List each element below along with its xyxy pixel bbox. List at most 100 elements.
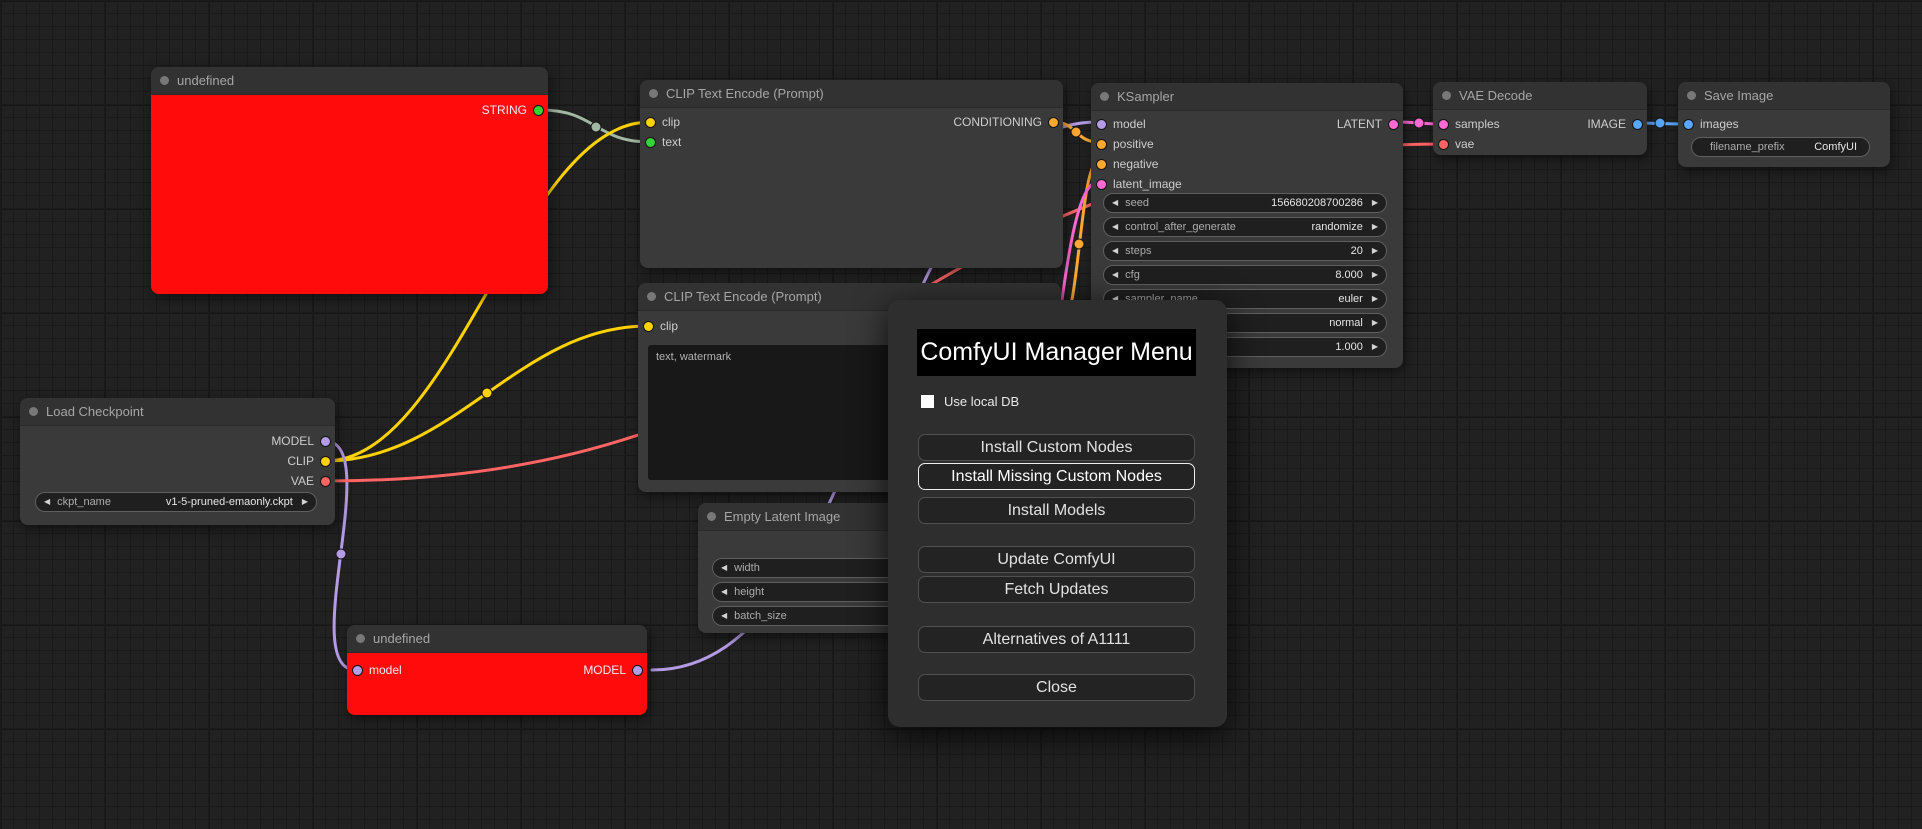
vae-port-dot[interactable]	[1438, 138, 1449, 150]
input-text[interactable]: text	[645, 134, 681, 150]
clip-port-dot[interactable]	[320, 455, 331, 467]
seed-widget[interactable]: ◀ seed 156680208700286 ▶	[1103, 193, 1387, 213]
clip-port-dot[interactable]	[643, 320, 654, 332]
input-model[interactable]: model	[352, 662, 402, 678]
decrement-arrow-icon[interactable]: ◀	[44, 497, 51, 506]
input-positive[interactable]: positive	[1096, 136, 1154, 152]
node-header[interactable]: undefined	[347, 625, 647, 653]
output-clip[interactable]: CLIP	[287, 453, 331, 469]
close-button[interactable]: Close	[918, 674, 1195, 701]
latent-port-dot[interactable]	[1096, 178, 1107, 190]
input-model[interactable]: model	[1096, 116, 1146, 132]
input-images[interactable]: images	[1683, 116, 1739, 132]
input-samples[interactable]: samples	[1438, 116, 1500, 132]
node-collapse-dot[interactable]	[29, 407, 38, 416]
ckpt-name-widget[interactable]: ◀ ckpt_name v1-5-pruned-emaonly.ckpt ▶	[35, 492, 317, 512]
output-model[interactable]: MODEL	[583, 662, 643, 678]
node-collapse-dot[interactable]	[160, 76, 169, 85]
node-header[interactable]: Save Image	[1678, 82, 1890, 110]
output-conditioning[interactable]: CONDITIONING	[953, 114, 1059, 130]
input-vae[interactable]: vae	[1438, 136, 1474, 152]
node-collapse-dot[interactable]	[647, 292, 656, 301]
increment-arrow-icon[interactable]: ▶	[301, 497, 308, 506]
node-vae-decode[interactable]: VAE Decode samples vae IMAGE	[1433, 82, 1647, 155]
node-undefined-top[interactable]: undefined STRING	[151, 67, 548, 294]
node-body: model MODEL	[347, 653, 647, 715]
input-clip[interactable]: clip	[643, 318, 678, 334]
model-port-dot[interactable]	[320, 435, 331, 447]
increment-arrow-icon[interactable]: ▶	[1371, 270, 1378, 279]
model-port-dot[interactable]	[352, 664, 363, 676]
use-local-db-row[interactable]: Use local DB	[921, 394, 1019, 409]
node-header[interactable]: CLIP Text Encode (Prompt)	[640, 80, 1063, 108]
alternatives-of-a1111-button[interactable]: Alternatives of A1111	[918, 626, 1195, 653]
node-undefined-bottom[interactable]: undefined model MODEL	[347, 625, 647, 715]
decrement-arrow-icon[interactable]: ◀	[1112, 198, 1119, 207]
clip-port-dot[interactable]	[645, 116, 656, 128]
decrement-arrow-icon[interactable]: ◀	[1112, 294, 1119, 303]
decrement-arrow-icon[interactable]: ◀	[1112, 222, 1119, 231]
increment-arrow-icon[interactable]: ▶	[1371, 246, 1378, 255]
node-title: Load Checkpoint	[46, 404, 144, 419]
decrement-arrow-icon[interactable]: ◀	[721, 587, 728, 596]
conditioning-port-dot[interactable]	[1096, 158, 1107, 170]
node-title: undefined	[373, 631, 431, 646]
increment-arrow-icon[interactable]: ▶	[1371, 294, 1378, 303]
node-collapse-dot[interactable]	[1687, 91, 1696, 100]
output-model[interactable]: MODEL	[271, 433, 331, 449]
install-models-button[interactable]: Install Models	[918, 497, 1195, 524]
output-latent[interactable]: LATENT	[1337, 116, 1399, 132]
model-port-dot[interactable]	[1096, 118, 1107, 130]
node-collapse-dot[interactable]	[649, 89, 658, 98]
node-title: KSampler	[1117, 89, 1175, 104]
node-header[interactable]: KSampler	[1091, 83, 1403, 111]
control-after-generate-widget[interactable]: ◀ control_after_generate randomize ▶	[1103, 217, 1387, 237]
node-clip-text-encode-1[interactable]: CLIP Text Encode (Prompt) clip text COND…	[640, 80, 1063, 268]
latent-port-dot[interactable]	[1438, 118, 1449, 130]
dialog-title: ComfyUI Manager Menu	[917, 329, 1196, 376]
increment-arrow-icon[interactable]: ▶	[1371, 198, 1378, 207]
node-collapse-dot[interactable]	[1442, 91, 1451, 100]
string-port-dot[interactable]	[533, 104, 544, 116]
vae-port-dot[interactable]	[320, 475, 331, 487]
cfg-widget[interactable]: ◀ cfg 8.000 ▶	[1103, 265, 1387, 285]
input-clip[interactable]: clip	[645, 114, 680, 130]
node-header[interactable]: Load Checkpoint	[20, 398, 335, 426]
conditioning-port-dot[interactable]	[1048, 116, 1059, 128]
model-port-dot[interactable]	[632, 664, 643, 676]
latent-port-dot[interactable]	[1388, 118, 1399, 130]
node-collapse-dot[interactable]	[1100, 92, 1109, 101]
input-negative[interactable]: negative	[1096, 156, 1158, 172]
conditioning-port-dot[interactable]	[1096, 138, 1107, 150]
decrement-arrow-icon[interactable]: ◀	[1112, 246, 1119, 255]
increment-arrow-icon[interactable]: ▶	[1371, 222, 1378, 231]
filename-prefix-widget[interactable]: filename_prefix ComfyUI	[1691, 137, 1870, 157]
output-image[interactable]: IMAGE	[1587, 116, 1643, 132]
update-comfyui-button[interactable]: Update ComfyUI	[918, 546, 1195, 573]
steps-widget[interactable]: ◀ steps 20 ▶	[1103, 241, 1387, 261]
use-local-db-checkbox[interactable]	[921, 395, 934, 408]
decrement-arrow-icon[interactable]: ◀	[1112, 270, 1119, 279]
text-port-dot[interactable]	[645, 136, 656, 148]
increment-arrow-icon[interactable]: ▶	[1371, 318, 1378, 327]
decrement-arrow-icon[interactable]: ◀	[721, 563, 728, 572]
decrement-arrow-icon[interactable]: ◀	[721, 611, 728, 620]
image-port-dot[interactable]	[1632, 118, 1643, 130]
image-port-dot[interactable]	[1683, 118, 1694, 130]
link-dot	[335, 548, 347, 560]
node-header[interactable]: undefined	[151, 67, 548, 95]
node-collapse-dot[interactable]	[356, 634, 365, 643]
fetch-updates-button[interactable]: Fetch Updates	[918, 576, 1195, 603]
install-custom-nodes-button[interactable]: Install Custom Nodes	[918, 434, 1195, 461]
node-title: Save Image	[1704, 88, 1774, 103]
node-save-image[interactable]: Save Image images filename_prefix ComfyU…	[1678, 82, 1890, 167]
input-latent-image[interactable]: latent_image	[1096, 176, 1182, 192]
install-missing-custom-nodes-button[interactable]: Install Missing Custom Nodes	[918, 463, 1195, 490]
node-load-checkpoint[interactable]: Load Checkpoint MODEL CLIP VAE ◀ ckpt_na…	[20, 398, 335, 525]
increment-arrow-icon[interactable]: ▶	[1371, 342, 1378, 351]
node-collapse-dot[interactable]	[707, 512, 716, 521]
output-string[interactable]: STRING	[482, 102, 544, 118]
output-vae[interactable]: VAE	[291, 473, 331, 489]
node-header[interactable]: VAE Decode	[1433, 82, 1647, 110]
